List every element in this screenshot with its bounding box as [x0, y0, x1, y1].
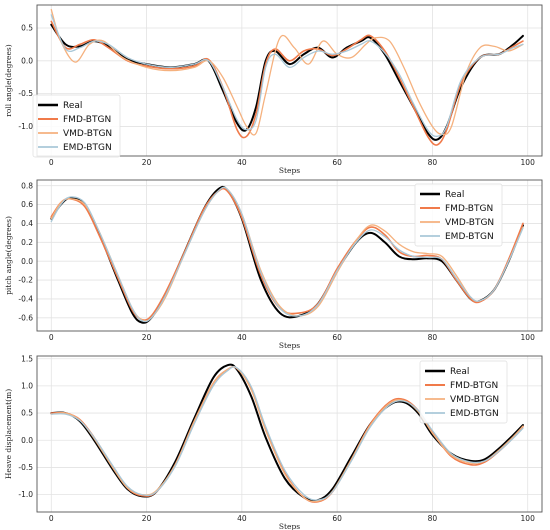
y-tick-label: -0.5	[18, 89, 33, 98]
plot-frame	[36, 179, 543, 332]
x-tick-label: 20	[142, 514, 152, 523]
chart-panel-2: 0 20 40 60 80 100 0.8 0.6 0.4 0.2 0.0 -0.2 -0.4 -0.6 S…	[4, 179, 543, 350]
y-tick-label: -0.2	[18, 276, 33, 285]
x-tick-label: 40	[237, 158, 247, 167]
x-tick-label: 60	[332, 514, 342, 523]
plot-area	[37, 5, 542, 156]
y-tick-label: -0.5	[18, 463, 33, 472]
y-tick-label: 0.2	[21, 238, 33, 247]
series-line-real	[50, 23, 524, 141]
x-tick-label: 100	[521, 514, 536, 523]
series-line-emd-btgn	[50, 366, 524, 501]
y-tick-label: 1.0	[21, 381, 33, 390]
x-tick-label: 60	[332, 158, 342, 167]
y-tick-label: 0.0	[21, 436, 33, 445]
y-axis-title: roll angle(degrees)	[4, 44, 13, 116]
x-tick-label: 0	[49, 158, 54, 167]
legend-box	[414, 183, 503, 247]
legend: Real FMD-BTGN VMD-BTGN EMD-BTGN	[414, 183, 503, 247]
series-line-vmd-btgn	[50, 8, 524, 136]
y-tick-label: 0.0	[21, 257, 33, 266]
x-tick-label: 40	[237, 333, 247, 342]
x-tick-label: 80	[428, 333, 438, 342]
y-tick-label: 1.5	[21, 354, 33, 363]
x-tick-label: 20	[142, 158, 152, 167]
y-tick-label: -1.0	[18, 490, 33, 499]
chart-panel-1: 0 20 40 60 80 100 0.5 0.0 -0.5 -1.0 Steps roll angl…	[4, 4, 543, 175]
y-tick-label: 0.8	[21, 181, 33, 190]
x-axis-title: Steps	[279, 341, 300, 350]
legend: Real FMD-BTGN VMD-BTGN EMD-BTGN	[32, 94, 121, 158]
y-axis-title: pitch angle(degrees)	[4, 216, 13, 295]
legend: Real FMD-BTGN VMD-BTGN EMD-BTGN	[419, 360, 508, 424]
legend-box	[419, 360, 508, 424]
x-tick-label: 20	[142, 333, 152, 342]
series-line-emd-btgn	[50, 14, 524, 138]
legend-label: VMD-BTGN	[445, 218, 494, 228]
x-axis-title: Steps	[279, 522, 300, 530]
legend-label: FMD-BTGN	[63, 115, 111, 125]
y-tick-label: 0.0	[21, 56, 33, 65]
legend-label: Real	[63, 101, 82, 111]
chart-panel-3: 0 20 40 60 80 100 1.5 1.0 0.5 0.0 -0.5 -1.0 Steps Hea…	[4, 354, 543, 530]
x-tick-label: 100	[521, 158, 536, 167]
plot-frame	[36, 355, 543, 513]
x-tick-label: 0	[49, 333, 54, 342]
series-line-emd-btgn	[50, 186, 524, 323]
y-tick-label: -0.4	[18, 295, 33, 304]
legend-label: FMD-BTGN	[445, 204, 493, 214]
y-axis-title: Heave displacement(m)	[4, 389, 13, 479]
legend-label: Real	[445, 190, 464, 200]
plot-frame	[36, 4, 543, 157]
legend-label: VMD-BTGN	[63, 129, 112, 139]
legend-label: Real	[450, 367, 469, 377]
x-tick-label: 100	[521, 333, 536, 342]
y-tick-label: 0.4	[21, 219, 33, 228]
x-tick-label: 80	[428, 158, 438, 167]
legend-label: FMD-BTGN	[450, 381, 498, 391]
x-tick-label: 60	[332, 333, 342, 342]
legend-label: EMD-BTGN	[63, 143, 112, 153]
y-tick-label: 0.6	[21, 200, 33, 209]
legend-label: VMD-BTGN	[450, 395, 499, 405]
x-tick-label: 80	[428, 514, 438, 523]
y-tick-label: 0.5	[21, 409, 33, 418]
legend-box	[32, 94, 121, 158]
series-line-vmd-btgn	[50, 366, 524, 503]
x-tick-label: 0	[49, 514, 54, 523]
x-tick-label: 40	[237, 514, 247, 523]
y-tick-label: -1.0	[18, 122, 33, 131]
x-axis-title: Steps	[279, 166, 300, 175]
y-tick-label: 0.5	[21, 24, 33, 33]
legend-label: EMD-BTGN	[445, 232, 494, 242]
legend-label: EMD-BTGN	[450, 409, 499, 419]
y-tick-label: -0.6	[18, 313, 33, 322]
